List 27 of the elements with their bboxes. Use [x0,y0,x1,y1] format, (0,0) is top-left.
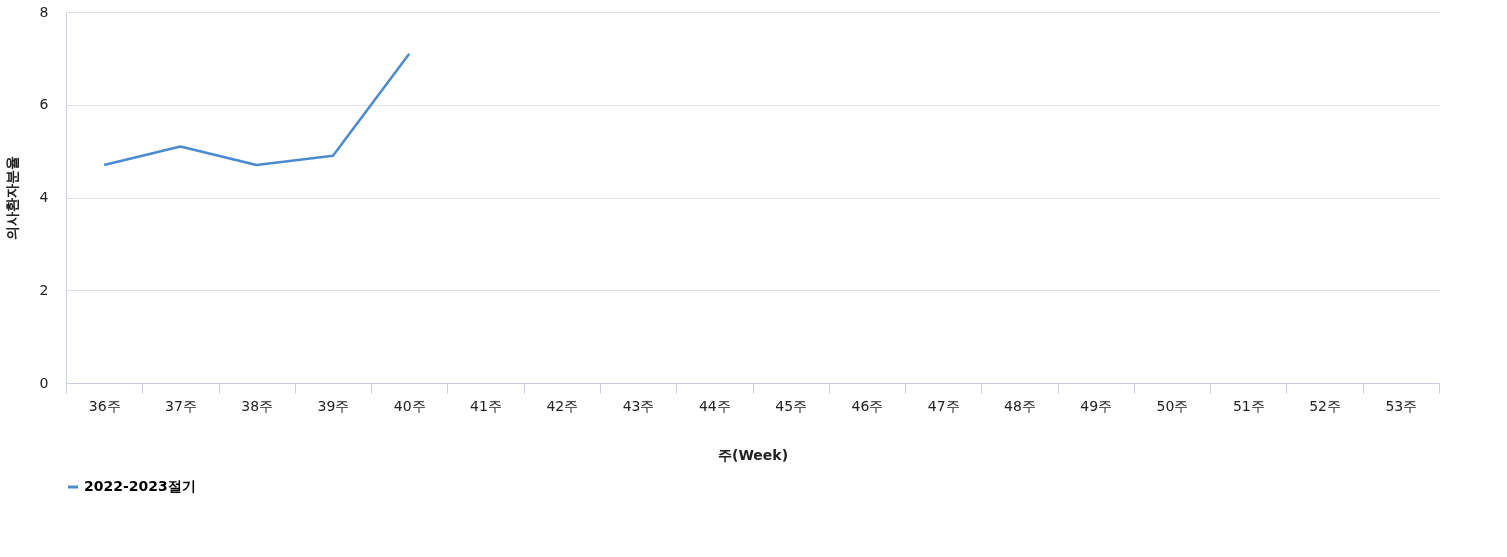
legend-label: 2022-2023절기 [84,478,196,494]
x-tick-label: 39주 [317,397,350,414]
y-tick-label: 2 [39,281,49,298]
x-tick-label: 49주 [1080,397,1113,414]
x-tick-label: 47주 [927,397,960,414]
x-tick-label: 37주 [165,397,197,414]
x-tick-label: 45주 [775,397,808,414]
x-tick-label: 52주 [1309,397,1341,414]
y-tick-label: 6 [39,96,49,113]
x-tick-label: 46주 [851,397,884,414]
x-tick-label: 42주 [546,397,579,414]
x-tick-label: 36주 [88,397,121,414]
x-tick-label: 48주 [1004,397,1036,414]
x-tick-label: 40주 [393,397,426,414]
y-tick-label: 0 [39,374,49,391]
y-axis-title: 의사환자분율 [3,156,20,240]
x-tick-label: 38주 [241,397,274,414]
y-tick-label: 8 [39,3,49,20]
x-tick-label: 50주 [1156,397,1189,414]
y-tick-label: 4 [39,189,49,205]
line-series [102,52,411,167]
x-tick-label: 43주 [622,397,655,414]
x-tick-label: 53주 [1385,397,1418,414]
x-tick-label: 51주 [1232,397,1265,414]
x-tick-label: 41주 [470,397,502,414]
x-axis-title: 주(Week) [717,446,789,463]
x-tick-label: 44주 [698,397,731,414]
